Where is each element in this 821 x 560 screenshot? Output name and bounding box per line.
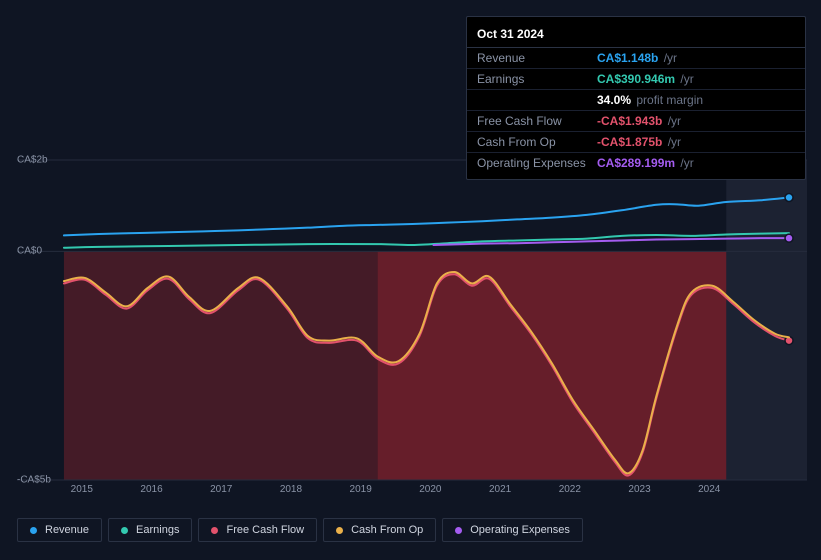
tooltip-row: Operating ExpensesCA$289.199m /yr [467, 153, 805, 173]
financials-chart[interactable]: CA$2bCA$0-CA$5b [17, 160, 807, 480]
x-axis-label: 2024 [698, 484, 720, 495]
legend-label: Revenue [45, 524, 89, 536]
legend-label: Earnings [136, 524, 179, 536]
y-axis-label: CA$2b [17, 155, 57, 166]
tooltip-label: Revenue [477, 51, 597, 65]
data-tooltip: Oct 31 2024 RevenueCA$1.148b /yrEarnings… [466, 16, 806, 180]
y-axis-label: CA$0 [17, 246, 57, 257]
legend-dot-icon [211, 527, 218, 534]
tooltip-unit: /yr [660, 51, 677, 65]
legend-item-earnings[interactable]: Earnings [108, 518, 192, 542]
tooltip-value: CA$390.946m [597, 72, 675, 86]
tooltip-value: 34.0% [597, 93, 631, 107]
x-axis-label: 2016 [140, 484, 162, 495]
tooltip-row: Free Cash Flow-CA$1.943b /yr [467, 111, 805, 132]
x-axis-label: 2015 [71, 484, 93, 495]
tooltip-unit: /yr [677, 72, 694, 86]
chart-legend: Revenue Earnings Free Cash Flow Cash From O… [17, 518, 583, 542]
x-axis-label: 2018 [280, 484, 302, 495]
tooltip-value: -CA$1.875b [597, 135, 662, 149]
tooltip-unit: /yr [664, 114, 681, 128]
x-axis-label: 2017 [210, 484, 232, 495]
tooltip-label: Free Cash Flow [477, 114, 597, 128]
legend-item-free-cash-flow[interactable]: Free Cash Flow [198, 518, 317, 542]
legend-label: Operating Expenses [470, 524, 570, 536]
x-axis-label: 2020 [419, 484, 441, 495]
x-axis: 2015 2016 2017 2018 2019 2020 2021 2022 2023 2024 [33, 484, 805, 500]
tooltip-date: Oct 31 2024 [467, 23, 805, 48]
legend-dot-icon [30, 527, 37, 534]
tooltip-row: 34.0% profit margin [467, 90, 805, 111]
legend-dot-icon [336, 527, 343, 534]
legend-label: Cash From Op [351, 524, 423, 536]
tooltip-label: Cash From Op [477, 135, 597, 149]
tooltip-value: CA$289.199m [597, 156, 675, 170]
tooltip-row: RevenueCA$1.148b /yr [467, 48, 805, 69]
tooltip-value: CA$1.148b [597, 51, 658, 65]
legend-dot-icon [121, 527, 128, 534]
tooltip-row: EarningsCA$390.946m /yr [467, 69, 805, 90]
tooltip-label: Earnings [477, 72, 597, 86]
legend-item-operating-expenses[interactable]: Operating Expenses [442, 518, 583, 542]
tooltip-unit: profit margin [633, 93, 703, 107]
legend-label: Free Cash Flow [226, 524, 304, 536]
legend-item-revenue[interactable]: Revenue [17, 518, 102, 542]
legend-item-cash-from-op[interactable]: Cash From Op [323, 518, 436, 542]
legend-dot-icon [455, 527, 462, 534]
tooltip-value: -CA$1.943b [597, 114, 662, 128]
x-axis-label: 2021 [489, 484, 511, 495]
chart-canvas [17, 160, 807, 480]
x-axis-label: 2023 [628, 484, 650, 495]
tooltip-label: Operating Expenses [477, 156, 597, 170]
x-axis-label: 2022 [559, 484, 581, 495]
tooltip-unit: /yr [677, 156, 694, 170]
tooltip-row: Cash From Op-CA$1.875b /yr [467, 132, 805, 153]
tooltip-unit: /yr [664, 135, 681, 149]
x-axis-label: 2019 [350, 484, 372, 495]
